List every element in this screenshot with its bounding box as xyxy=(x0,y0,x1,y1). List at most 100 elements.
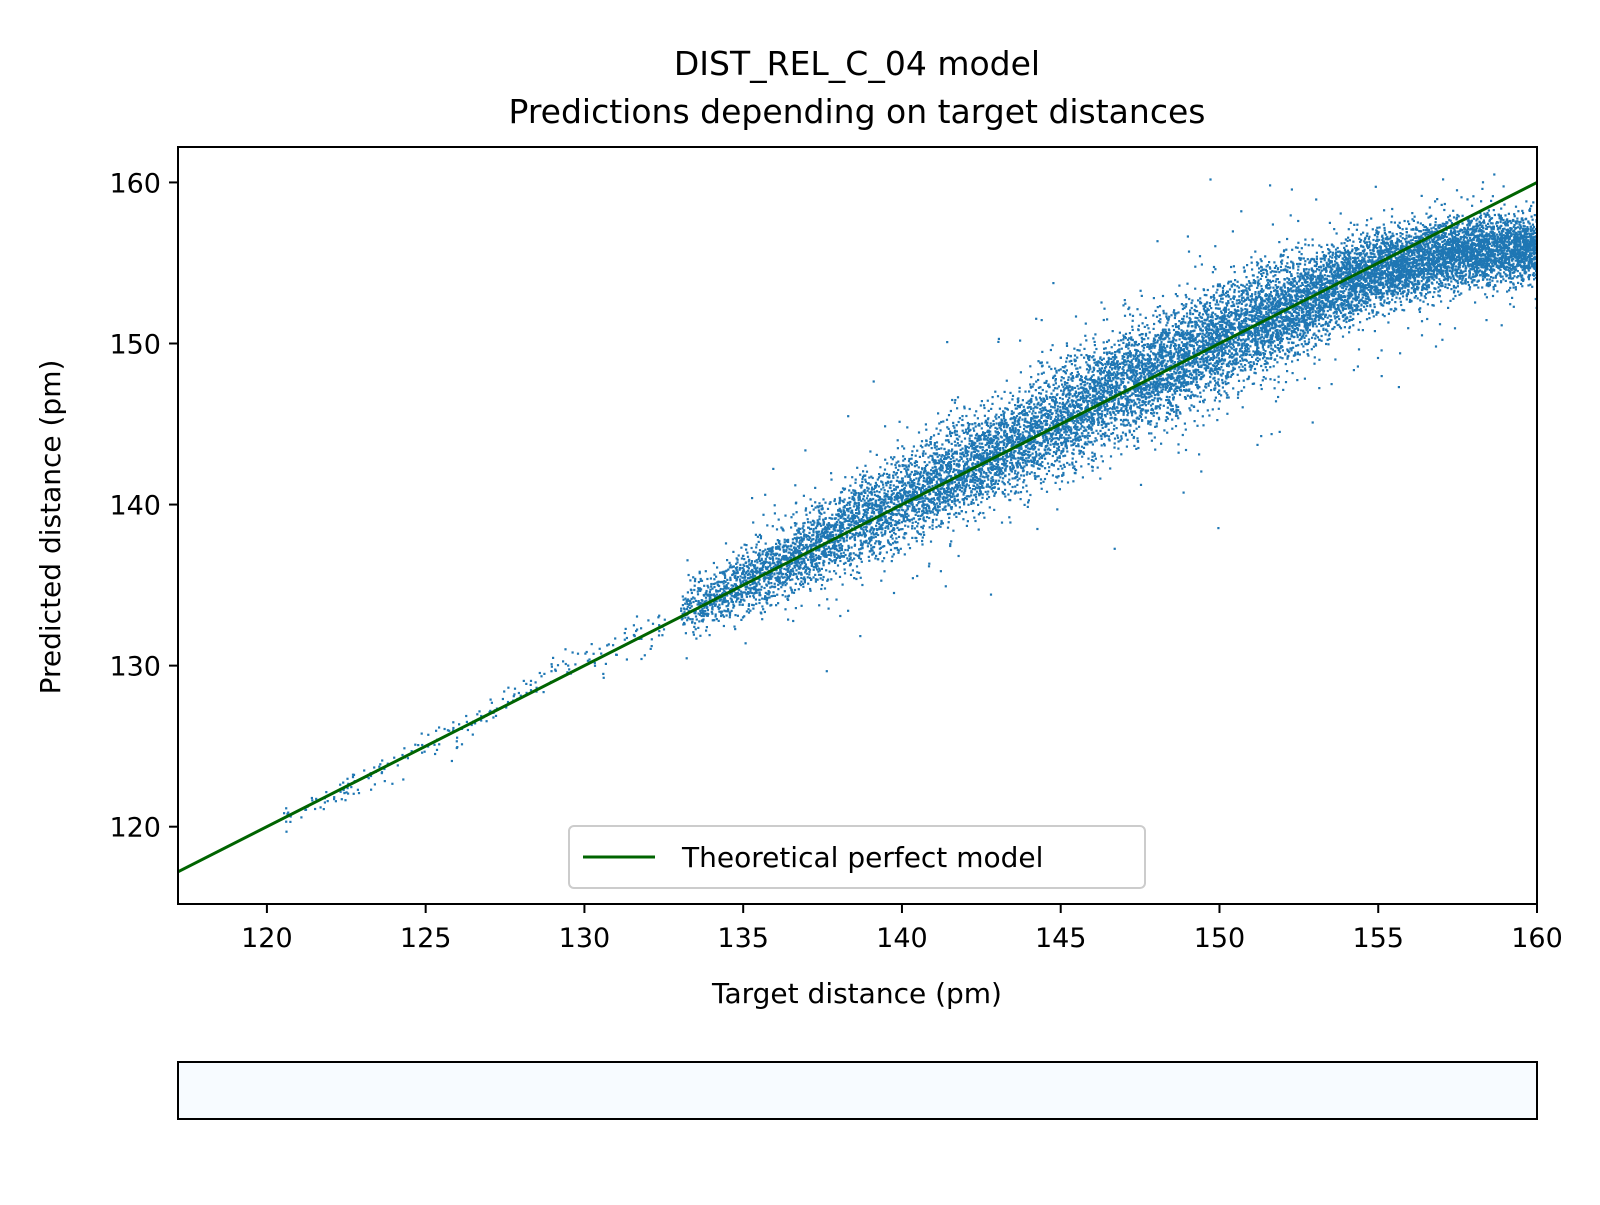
scatter-point xyxy=(946,500,950,503)
scatter-point xyxy=(1495,259,1498,263)
scatter-point xyxy=(401,753,404,757)
scatter-point xyxy=(958,459,961,462)
scatter-point xyxy=(1278,329,1282,332)
scatter-point xyxy=(998,426,1001,429)
scatter-point xyxy=(797,578,800,581)
scatter-point xyxy=(1044,438,1047,441)
scatter-point xyxy=(773,594,776,597)
scatter-point xyxy=(1415,261,1418,264)
scatter-point xyxy=(1055,459,1059,462)
scatter-point xyxy=(1336,246,1339,250)
scatter-point xyxy=(911,521,914,524)
scatter-point xyxy=(529,689,533,692)
scatter-point xyxy=(998,407,1001,410)
scatter-point xyxy=(852,513,855,517)
scatter-point xyxy=(1510,281,1513,284)
scatter-point xyxy=(1205,302,1208,305)
scatter-point xyxy=(1159,321,1162,324)
scatter-point xyxy=(1166,376,1169,379)
scatter-point xyxy=(455,740,458,743)
scatter-point xyxy=(891,537,894,540)
scatter-point xyxy=(1034,450,1038,453)
scatter-point xyxy=(968,487,971,490)
scatter-point xyxy=(785,554,788,558)
scatter-point xyxy=(1255,328,1258,331)
scatter-point xyxy=(1286,237,1289,241)
scatter-point xyxy=(1502,185,1505,188)
scatter-point xyxy=(1242,333,1245,336)
scatter-point xyxy=(1147,327,1150,330)
scatter-point xyxy=(944,439,948,442)
scatter-point xyxy=(1103,391,1106,394)
scatter-point xyxy=(1161,377,1164,380)
scatter-point xyxy=(1080,391,1083,394)
scatter-point xyxy=(1073,442,1076,445)
scatter-point xyxy=(1266,331,1269,334)
scatter-point xyxy=(1377,272,1380,275)
scatter-point xyxy=(1011,394,1015,397)
scatter-point xyxy=(986,497,989,500)
scatter-point xyxy=(1232,345,1235,348)
scatter-point xyxy=(1335,310,1338,313)
scatter-point xyxy=(1497,251,1500,254)
scatter-point xyxy=(1268,339,1271,342)
scatter-point xyxy=(1250,284,1253,287)
scatter-point xyxy=(1398,221,1401,224)
scatter-point xyxy=(1310,348,1313,351)
scatter-point xyxy=(1067,404,1071,407)
scatter-point xyxy=(1136,349,1140,352)
scatter-point xyxy=(1197,371,1200,374)
scatter-point xyxy=(1093,344,1096,347)
scatter-point xyxy=(1268,351,1272,354)
scatter-point xyxy=(1224,326,1228,329)
scatter-point xyxy=(1268,329,1272,332)
scatter-point xyxy=(1306,277,1309,280)
scatter-point xyxy=(747,608,750,611)
scatter-point xyxy=(1265,265,1268,268)
scatter-point xyxy=(896,476,899,479)
scatter-point xyxy=(1177,417,1180,420)
scatter-point xyxy=(1527,248,1530,251)
scatter-point xyxy=(1513,265,1516,269)
scatter-point xyxy=(1227,382,1230,385)
scatter-point xyxy=(1487,284,1490,287)
scatter-point xyxy=(808,531,811,534)
scatter-point xyxy=(1503,271,1506,274)
scatter-point xyxy=(1052,376,1055,380)
scatter-point xyxy=(1434,246,1437,249)
scatter-point xyxy=(1269,334,1272,337)
scatter-point xyxy=(1393,268,1396,271)
scatter-point xyxy=(661,634,664,637)
scatter-point xyxy=(1324,333,1327,336)
scatter-point xyxy=(1057,467,1060,471)
scatter-point xyxy=(1039,392,1043,395)
scatter-point xyxy=(830,554,833,557)
scatter-point xyxy=(1240,302,1243,305)
scatter-point xyxy=(1266,287,1269,290)
scatter-point xyxy=(793,522,796,525)
scatter-point xyxy=(1508,241,1511,244)
scatter-point xyxy=(1234,350,1238,353)
scatter-point xyxy=(1466,198,1469,201)
scatter-point xyxy=(758,583,761,586)
scatter-point xyxy=(1048,365,1051,368)
scatter-point xyxy=(1110,393,1113,396)
scatter-point xyxy=(1094,333,1097,336)
scatter-point xyxy=(1231,356,1234,359)
scatter-point xyxy=(1225,392,1228,395)
scatter-point xyxy=(1421,268,1425,271)
scatter-point xyxy=(869,550,872,553)
scatter-point xyxy=(780,557,783,560)
scatter-point xyxy=(1194,394,1197,397)
scatter-point xyxy=(1159,368,1162,371)
scatter-point xyxy=(1109,413,1112,416)
scatter-point xyxy=(722,588,725,591)
scatter-point xyxy=(1521,274,1524,277)
scatter-point xyxy=(1002,443,1005,447)
scatter-point xyxy=(904,503,907,506)
scatter-point xyxy=(908,457,911,461)
scatter-point xyxy=(1114,413,1117,416)
scatter-point xyxy=(910,470,913,474)
scatter-point xyxy=(1182,343,1185,346)
scatter-point xyxy=(779,543,782,546)
